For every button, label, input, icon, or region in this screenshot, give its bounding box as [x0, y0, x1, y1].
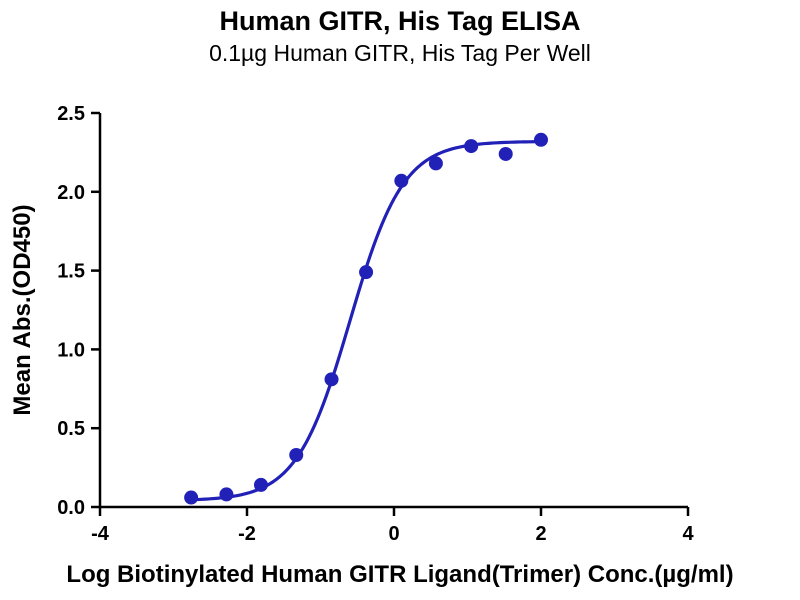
- data-point: [498, 146, 513, 161]
- x-tick-label: 2: [535, 523, 546, 545]
- y-axis-label: Mean Abs.(OD450): [9, 204, 36, 415]
- y-tick-label: 0.0: [57, 497, 85, 519]
- data-point: [464, 139, 479, 154]
- axes-group: [98, 113, 688, 509]
- data-point: [534, 132, 548, 147]
- y-tick-label: 1.5: [57, 261, 85, 283]
- fit-curve-group: [189, 140, 543, 502]
- x-tick-label: -2: [238, 523, 256, 545]
- data-point: [184, 490, 199, 505]
- y-tick-label: 2.0: [57, 182, 85, 204]
- y-tick-label: 1.0: [57, 339, 85, 361]
- data-points-group: [184, 132, 548, 505]
- x-tick-label: -4: [91, 523, 110, 545]
- data-point: [253, 477, 268, 492]
- data-point: [324, 372, 339, 387]
- chart-subtitle: 0.1µg Human GITR, His Tag Per Well: [209, 40, 591, 66]
- y-tick-label: 0.5: [57, 418, 85, 440]
- data-point: [394, 173, 409, 188]
- data-point: [219, 487, 234, 502]
- data-point: [359, 265, 374, 280]
- x-axis-label: Log Biotinylated Human GITR Ligand(Trime…: [66, 561, 733, 588]
- data-point: [289, 447, 304, 462]
- fit-curve: [189, 140, 543, 502]
- x-tick-label: 0: [388, 523, 399, 545]
- x-tick-label: 4: [682, 523, 694, 545]
- ticks-group: -4 -2 0 2 4 0.0 0.5 1.0 1.5 2.0 2.5: [57, 103, 694, 545]
- data-point: [428, 156, 443, 171]
- chart-title: Human GITR, His Tag ELISA: [219, 6, 580, 36]
- y-tick-label: 2.5: [57, 103, 85, 125]
- axis-spines: [98, 113, 688, 509]
